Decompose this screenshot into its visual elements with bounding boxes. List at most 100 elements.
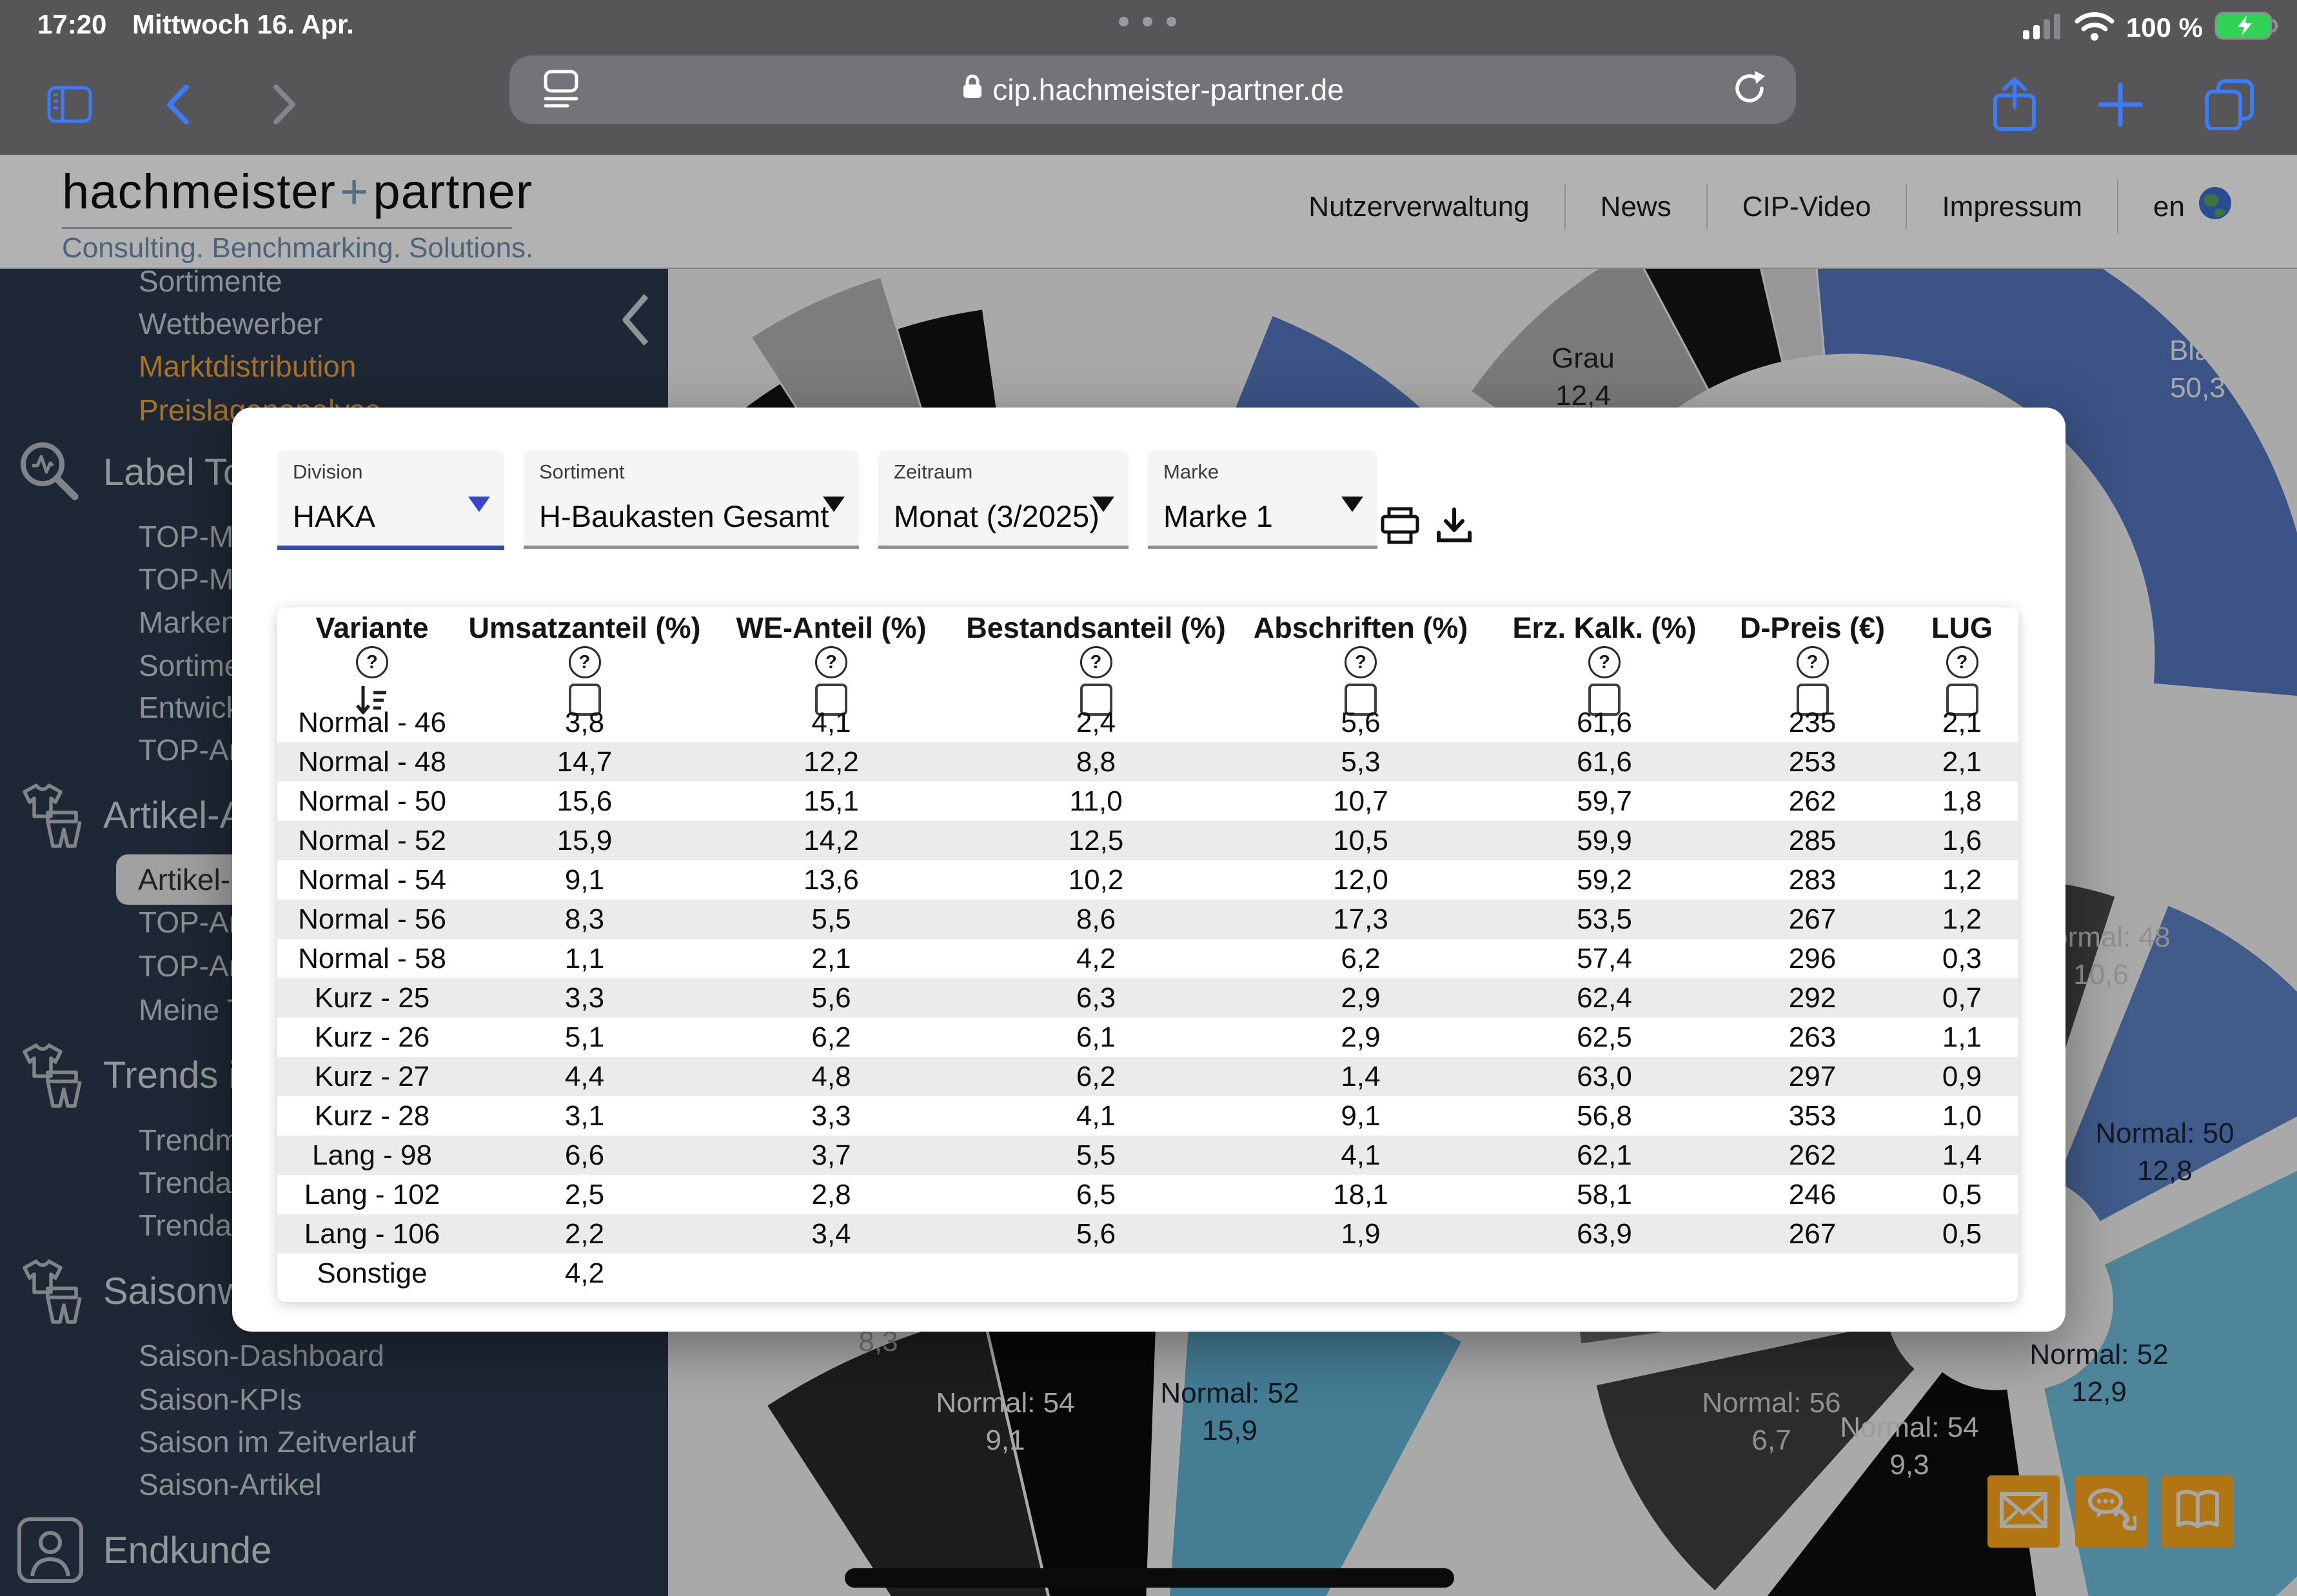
print-button[interactable]	[1380, 507, 1420, 547]
multitask-dots-icon	[1119, 17, 1176, 26]
table-row-normal-50[interactable]: Normal - 50 15,6 15,1 11,0 10,7 59,7 262 1,8	[277, 782, 2018, 821]
sidebar-item-meine-t[interactable]: Meine T	[139, 993, 246, 1027]
help-icon[interactable]: ?	[1588, 646, 1621, 678]
column-checkbox[interactable]	[1946, 684, 1978, 716]
table-row-lang-102[interactable]: Lang - 102 2,5 2,8 6,5 18,1 58,1 246 0,5	[277, 1175, 2018, 1214]
table-cell: 4,2	[1076, 942, 1116, 974]
table-row-kurz-28[interactable]: Kurz - 28 3,1 3,3 4,1 9,1 56,8 353 1,0	[277, 1096, 2018, 1136]
filter-select-sortiment[interactable]: Sortiment H-Baukasten Gesamt	[524, 450, 859, 549]
table-row-kurz-26[interactable]: Kurz - 26 5,1 6,2 6,1 2,9 62,5 263 1,1	[277, 1018, 2018, 1057]
column-checkbox[interactable]	[1588, 684, 1621, 716]
sidebar-item-sortime[interactable]: Sortime	[139, 649, 241, 682]
column-header-col2: WE-Anteil (%)?	[702, 607, 960, 720]
table-cell: 262	[1788, 1139, 1837, 1171]
table-row-kurz-25[interactable]: Kurz - 25 3,3 5,6 6,3 2,9 62,4 292 0,7	[277, 978, 2018, 1018]
sidebar-collapse-icon[interactable]	[620, 292, 650, 351]
sidebar-item-wettbewerber[interactable]: Wettbewerber	[139, 307, 323, 340]
sidebar-item-entwick[interactable]: Entwick	[139, 691, 241, 724]
back-button[interactable]	[158, 54, 197, 155]
sidebar-section-trends-i[interactable]: Trends i	[0, 1035, 668, 1115]
table-cell: 5,1	[564, 1021, 605, 1053]
sidebar-item-trendar[interactable]: Trendar	[139, 1166, 242, 1199]
tabs-overview-icon[interactable]	[2200, 54, 2258, 155]
sidebar-item-sortimente[interactable]: Sortimente	[139, 264, 282, 298]
nav-impressum[interactable]: Impressum	[1906, 184, 2117, 230]
table-row-kurz-27[interactable]: Kurz - 27 4,4 4,8 6,2 1,4 63,0 297 0,9	[277, 1057, 2018, 1096]
column-checkbox[interactable]	[1796, 684, 1829, 716]
table-cell: 5,3	[1341, 745, 1381, 778]
table-cell: 263	[1788, 1021, 1837, 1053]
sidebar-item-top-ar[interactable]: TOP-Ar	[139, 733, 239, 767]
help-icon[interactable]: ?	[1946, 646, 1978, 678]
sidebar-section-label: Saisonw	[103, 1270, 245, 1312]
help-icon[interactable]: ?	[1796, 646, 1829, 678]
sidebar-item-top-ar[interactable]: TOP-Ar	[139, 949, 239, 983]
table-row-normal-56[interactable]: Normal - 56 8,3 5,5 8,6 17,3 53,5 267 1,2	[277, 900, 2018, 939]
table-row-lang-106[interactable]: Lang - 106 2,2 3,4 5,6 1,9 63,9 267 0,5	[277, 1214, 2018, 1254]
filter-select-zeitraum[interactable]: Zeitraum Monat (3/2025)	[878, 450, 1129, 549]
table-row-normal-48[interactable]: Normal - 48 14,7 12,2 8,8 5,3 61,6 253 2,1	[277, 742, 2018, 782]
table-cell: 0,3	[1942, 942, 1982, 974]
sidebar-item-top-ma[interactable]: TOP-Ma	[139, 520, 250, 553]
sidebar-item-saison-artikel[interactable]: Saison-Artikel	[139, 1468, 322, 1501]
download-button[interactable]	[1435, 507, 1473, 549]
table-cell: 0,5	[1942, 1178, 1982, 1210]
sidebar-item-saison-kpis[interactable]: Saison-KPIs	[139, 1383, 302, 1416]
forward-button[interactable]	[266, 54, 304, 155]
handbook-button[interactable]	[2162, 1475, 2234, 1548]
column-checkbox[interactable]	[1079, 684, 1112, 716]
reload-icon[interactable]	[1733, 70, 1768, 110]
sidebar-item-top-ar[interactable]: TOP-Ar	[139, 905, 239, 939]
table-row-label: Normal - 48	[298, 745, 446, 778]
sidebar-toggle-icon[interactable]	[44, 54, 95, 155]
table-cell	[1232, 1254, 1490, 1293]
select-value: Marke 1	[1163, 499, 1273, 533]
new-tab-icon[interactable]	[2095, 54, 2146, 155]
sidebar-item-top-ma[interactable]: TOP-Ma	[139, 562, 250, 596]
table-row-lang-98[interactable]: Lang - 98 6,6 3,7 5,5 4,1 62,1 262 1,4	[277, 1136, 2018, 1175]
help-icon[interactable]: ?	[356, 646, 388, 678]
contact-mail-button[interactable]	[1987, 1475, 2060, 1548]
filter-select-marke[interactable]: Marke Marke 1	[1148, 450, 1377, 549]
table-row-label: Kurz - 27	[314, 1060, 430, 1092]
sidebar-item-marktdistribution[interactable]: Marktdistribution	[139, 350, 357, 383]
help-icon[interactable]: ?	[1079, 646, 1112, 678]
help-icon[interactable]: ?	[1345, 646, 1377, 678]
sidebar-item-marken-[interactable]: Marken-	[139, 606, 248, 639]
sidebar-item-trendm[interactable]: Trendm	[139, 1123, 240, 1157]
home-indicator[interactable]	[845, 1568, 1454, 1588]
sidebar-section-endkunde[interactable]: Endkunde	[0, 1510, 668, 1590]
help-icon[interactable]: ?	[815, 646, 847, 678]
site-logo[interactable]: hachmeister+partner	[62, 164, 533, 219]
table-row-normal-46[interactable]: Normal - 46 3,8 4,1 2,4 5,6 61,6 235 2,1	[277, 703, 2018, 742]
sidebar-item-saison-dashboard[interactable]: Saison-Dashboard	[139, 1339, 385, 1372]
address-bar[interactable]: cip.hachmeister-partner.de	[509, 55, 1796, 124]
table-cell: 2,1	[811, 942, 851, 974]
sidebar-item-saison-im-zeitverlauf[interactable]: Saison im Zeitverlauf	[139, 1425, 416, 1459]
column-checkbox[interactable]	[815, 684, 847, 716]
nav-cip-video[interactable]: CIP-Video	[1706, 184, 1906, 230]
sidebar-section-saisonw[interactable]: Saisonw	[0, 1251, 668, 1331]
help-icon[interactable]: ?	[568, 646, 601, 678]
sort-icon[interactable]	[354, 678, 390, 720]
sidebar-section-artikel-a[interactable]: Artikel-A	[0, 775, 668, 855]
table-cell: 285	[1788, 824, 1837, 856]
table-cell: 292	[1788, 981, 1837, 1014]
table-row-label: Normal - 58	[298, 942, 446, 974]
table-row-normal-54[interactable]: Normal - 54 9,1 13,6 10,2 12,0 59,2 283 1,2	[277, 860, 2018, 900]
share-icon[interactable]	[1987, 54, 2042, 155]
column-checkbox[interactable]	[568, 684, 601, 716]
table-cell: 12,5	[1068, 824, 1124, 856]
language-switch[interactable]: en	[2117, 179, 2233, 234]
contact-chat-button[interactable]	[2075, 1475, 2147, 1548]
filter-select-division[interactable]: Division HAKA	[277, 450, 504, 550]
table-row-normal-58[interactable]: Normal - 58 1,1 2,1 4,2 6,2 57,4 296 0,3	[277, 939, 2018, 978]
sidebar-section-label-to[interactable]: Label To	[0, 432, 668, 512]
sidebar-item-trendar[interactable]: Trendar	[139, 1208, 242, 1242]
column-checkbox[interactable]	[1345, 684, 1377, 716]
table-row-normal-52[interactable]: Normal - 52 15,9 14,2 12,5 10,5 59,9 285 1,6	[277, 821, 2018, 860]
page-format-icon[interactable]	[543, 68, 579, 112]
table-row-sonstige[interactable]: Sonstige 4,2	[277, 1254, 2018, 1293]
nav-news[interactable]: News	[1564, 184, 1706, 230]
nav-nutzerverwaltung[interactable]: Nutzerverwaltung	[1308, 190, 1530, 222]
